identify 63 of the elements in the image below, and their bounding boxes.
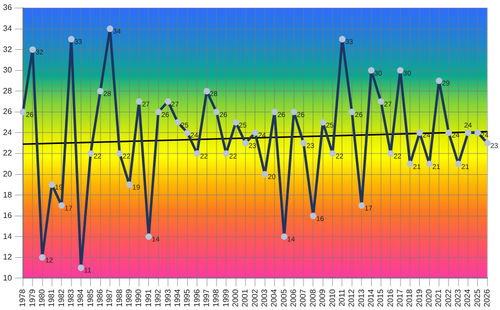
x-tick-label: 2010: [328, 288, 337, 307]
x-tick-label: 2020: [424, 288, 434, 307]
y-tick-label: 20: [2, 169, 12, 178]
x-tick-label: 2014: [366, 288, 376, 307]
x-tick-label: 2009: [318, 288, 328, 307]
x-tick-label: 2011: [337, 288, 346, 306]
y-tick-label: 22: [2, 148, 12, 158]
x-tick-label: 2015: [376, 288, 386, 307]
x-tick-label: 2019: [414, 288, 424, 307]
x-tick-label: 1991: [144, 288, 153, 307]
x-tick-label: 2003: [260, 288, 270, 307]
x-tick-label: 1982: [56, 288, 66, 307]
x-tick-label: 1995: [182, 288, 192, 307]
x-tick-label: 2017: [396, 288, 405, 307]
x-tick-label: 1986: [96, 288, 105, 307]
x-tick-label: 1989: [124, 288, 134, 307]
y-tick-label: 32: [2, 44, 12, 54]
x-tick-label: 2016: [386, 288, 395, 307]
x-tick-label: 1990: [134, 288, 144, 307]
x-tick-label: 1999: [221, 288, 230, 307]
x-tick-label: 2000: [231, 288, 240, 307]
x-tick-label: 2026: [482, 288, 492, 307]
y-tick-label: 24: [2, 128, 12, 137]
x-tick-label: 1994: [172, 288, 182, 307]
x-tick-label: 2021: [434, 288, 444, 307]
y-tick-label: 18: [2, 190, 12, 200]
y-tick-label: 34: [2, 24, 12, 33]
x-tick-label: 1996: [192, 288, 202, 307]
x-tick-label: 1997: [202, 288, 211, 307]
y-tick-label: 30: [2, 66, 12, 75]
x-tick-label: 1984: [76, 288, 86, 307]
y-tick-label: 26: [2, 107, 12, 116]
x-tick-label: 2018: [405, 288, 414, 307]
x-tick-label: 2007: [298, 288, 308, 307]
x-tick-label: 2002: [250, 288, 260, 307]
x-tick-label: 2006: [289, 288, 298, 307]
x-tick-label: 2001: [240, 288, 250, 307]
x-tick-label: 2024: [463, 288, 472, 307]
x-tick-label: 2025: [472, 288, 482, 307]
x-tick-label: 1979: [28, 288, 37, 307]
x-tick-label: 2023: [454, 288, 463, 307]
x-tick-label: 2013: [356, 288, 366, 307]
x-tick-label: 1983: [66, 288, 76, 307]
y-tick-label: 14: [2, 232, 12, 241]
y-tick-label: 12: [2, 252, 12, 262]
x-tick-label: 1988: [114, 288, 124, 307]
x-tick-label: 1978: [18, 288, 28, 307]
x-tick-label: 2008: [308, 288, 318, 307]
x-tick-label: 1980: [37, 288, 46, 307]
x-tick-label: 1985: [86, 288, 95, 307]
x-tick-label: 2005: [279, 288, 288, 307]
y-tick-label: 16: [2, 211, 12, 220]
y-tick-label: 28: [2, 86, 12, 96]
y-tick-label: 10: [2, 273, 12, 282]
x-tick-label: 1987: [105, 288, 114, 307]
x-tick-label: 1981: [47, 288, 56, 307]
x-tick-label: 2022: [444, 288, 453, 307]
x-tick-label: 1993: [163, 288, 172, 307]
x-tick-label: 1998: [212, 288, 221, 307]
x-tick-label: 2004: [270, 288, 279, 307]
x-tick-label: 2012: [347, 288, 356, 307]
y-tick-label: 36: [2, 3, 12, 12]
x-tick-label: 1992: [154, 288, 163, 307]
